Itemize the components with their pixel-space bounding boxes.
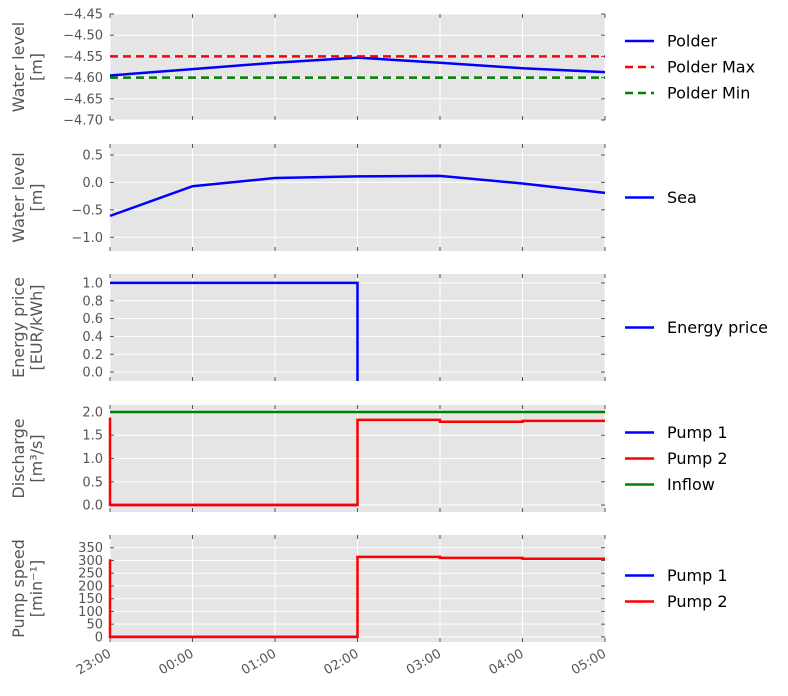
y-tick-label: 0.6: [82, 312, 103, 327]
y-tick-label: 50: [86, 618, 103, 633]
x-tick-label: 02:00: [322, 646, 362, 678]
y-tick-label: −4.55: [63, 50, 103, 65]
y-axis-label: Water level[m]: [9, 152, 46, 242]
y-tick-label: 350: [78, 541, 103, 556]
y-tick-label: 0.0: [82, 176, 103, 191]
y-axis-label-line: [m³/s]: [27, 434, 46, 482]
legend: Polder Polder Max Polder Min: [625, 32, 755, 103]
legend-entry: Pump 1: [667, 566, 728, 585]
y-axis-label-line: Water level: [9, 152, 28, 242]
y-tick-label: 0.2: [82, 348, 103, 363]
y-tick-label: 250: [78, 567, 103, 582]
legend: Pump 1 Pump 2: [625, 566, 728, 611]
y-axis-label: Discharge[m³/s]: [9, 418, 46, 498]
y-tick-label: 0.0: [82, 499, 103, 514]
y-tick-label: 0.5: [82, 475, 103, 490]
x-tick-label: 03:00: [404, 646, 444, 678]
y-tick-label: −4.70: [63, 114, 103, 129]
y-tick-label: 1.0: [82, 452, 103, 467]
series-line-sea: [109, 174, 606, 218]
x-tick-label: 04:00: [487, 646, 527, 678]
y-axis-label: Pump speed[min⁻¹]: [9, 539, 46, 638]
y-tick-label: 200: [78, 579, 103, 594]
y-tick-label: 0.8: [82, 294, 103, 309]
y-axis-label-line: [EUR/kWh]: [27, 284, 46, 370]
y-tick-label: −4.50: [63, 29, 103, 44]
panel-1: −4.70 −4.65 −4.60 −4.55 −4.50 −4.45 Water leve…: [9, 8, 755, 129]
y-axis-label: Water level[m]: [9, 22, 46, 112]
legend: Sea: [625, 188, 697, 207]
x-tick-label: 05:00: [569, 646, 609, 678]
y-tick-label: 2.0: [82, 405, 103, 420]
series-line-pump-2: [108, 417, 605, 507]
legend-entry: Pump 2: [667, 449, 728, 468]
x-tick-label: 00:00: [157, 646, 197, 678]
y-tick-label: −1.0: [71, 231, 103, 246]
y-axis-label-line: Discharge: [9, 418, 28, 498]
y-tick-label: 0.4: [82, 330, 103, 345]
legend: Pump 1 Pump 2 Inflow: [625, 423, 728, 494]
y-tick-label: −4.45: [63, 8, 103, 23]
y-tick-label: −4.60: [63, 71, 103, 86]
legend-entry: Pump 2: [667, 592, 728, 611]
series-line-energy-price: [110, 281, 359, 381]
x-tick-label: 01:00: [239, 646, 279, 678]
y-tick-label: −4.65: [63, 92, 103, 107]
y-axis-label-line: [m]: [27, 53, 46, 81]
y-tick-label: 150: [78, 592, 103, 607]
series-line-pump-2: [108, 555, 605, 639]
legend-entry: Polder Min: [667, 84, 750, 103]
legend-entry: Sea: [667, 188, 697, 207]
legend-entry: Energy price: [667, 318, 768, 337]
y-axis-label-line: [m]: [27, 183, 46, 211]
legend-entry: Polder Max: [667, 58, 755, 77]
legend: Energy price: [625, 318, 768, 337]
y-tick-label: 0.5: [82, 148, 103, 163]
legend-entry: Inflow: [667, 475, 715, 494]
y-tick-label: 100: [78, 605, 103, 620]
y-tick-label: 1.0: [82, 276, 103, 291]
panel-2: −1.0 −0.5 0.0 0.5 Water level[m] Sea: [9, 144, 697, 251]
x-tick-label: 23:00: [74, 646, 114, 678]
y-tick-label: −0.5: [71, 203, 103, 218]
y-axis-label-line: Water level: [9, 22, 28, 112]
y-tick-label: 0: [95, 630, 103, 645]
y-tick-label: 300: [78, 554, 103, 569]
y-axis-label-line: Energy price: [9, 277, 28, 378]
y-axis-label-line: [min⁻¹]: [27, 560, 46, 618]
legend-entry: Polder: [667, 32, 717, 51]
y-tick-label: 1.5: [82, 429, 103, 444]
y-axis-label-line: Pump speed: [9, 539, 28, 638]
y-axis-label: Energy price[EUR/kWh]: [9, 277, 46, 378]
series-line-polder: [109, 56, 606, 77]
legend-entry: Pump 1: [667, 423, 728, 442]
x-axis: 23:00 00:00 01:00 02:00 03:00 04:00 05:00: [74, 646, 609, 678]
y-tick-label: 0.0: [82, 366, 103, 381]
